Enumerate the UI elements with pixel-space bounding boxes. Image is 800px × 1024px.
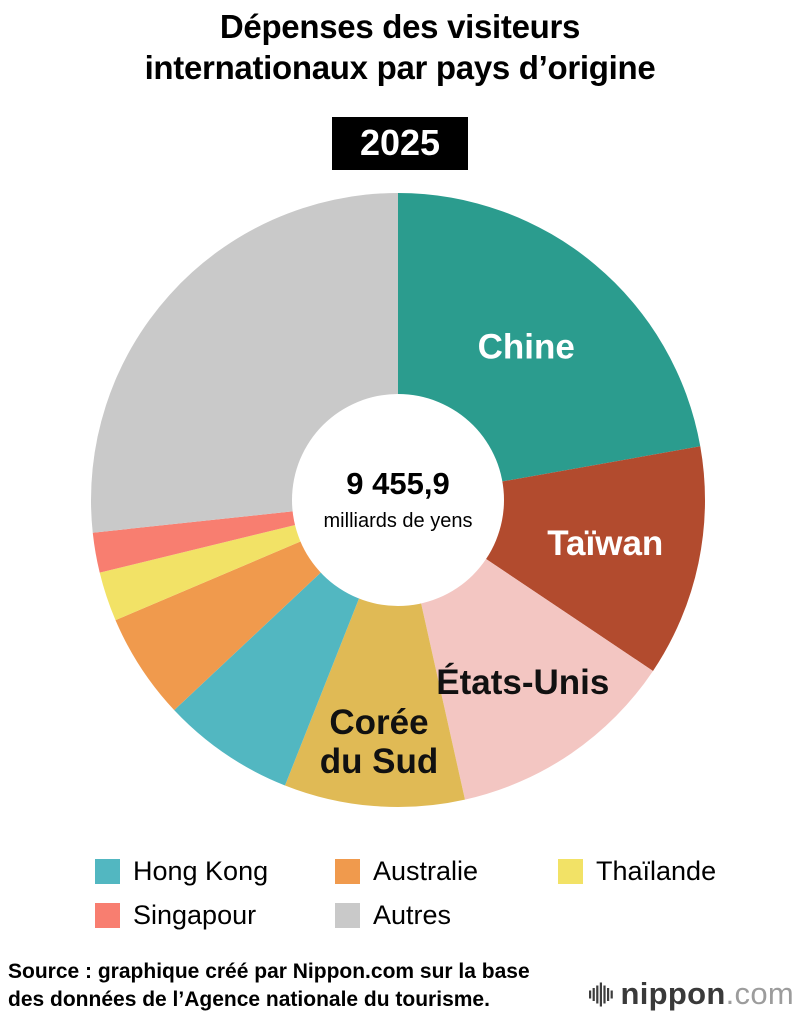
donut-hole bbox=[292, 394, 504, 606]
source-note: Source : graphique créé par Nippon.com s… bbox=[8, 958, 530, 1015]
legend-item: Thaïlande bbox=[558, 856, 755, 887]
nippon-logo: nippon.com bbox=[588, 976, 794, 1012]
legend-label: Autres bbox=[373, 900, 452, 930]
center-total-unit: milliards de yens bbox=[324, 510, 473, 532]
slice-label: États-Unis bbox=[436, 662, 609, 702]
legend-label: Hong Kong bbox=[133, 856, 269, 886]
legend-label: Australie bbox=[373, 856, 479, 886]
legend-label: Thaïlande bbox=[596, 856, 717, 886]
slice-label: Chine bbox=[478, 328, 575, 367]
logo-name: nippon bbox=[620, 976, 726, 1011]
title-line-2: internationaux par pays d’origine bbox=[144, 49, 656, 87]
pie-slice-corée-du-sud bbox=[284, 500, 465, 808]
source-line-2: des données de l’Agence nationale du tou… bbox=[8, 988, 490, 1012]
pie-slice-chine bbox=[398, 193, 701, 500]
slice-label: Taïwan bbox=[547, 524, 663, 563]
chart-legend: Hong Kong Australie Thaïlande Singapour Autr… bbox=[95, 856, 755, 931]
page-title: Dépenses des visiteurs internationaux pa… bbox=[0, 6, 800, 89]
nippon-logo-icon bbox=[588, 982, 613, 1006]
source-line-1: Source : graphique créé par Nippon.com s… bbox=[8, 960, 530, 983]
legend-swatch bbox=[95, 859, 120, 884]
slice-label: Corée bbox=[329, 703, 428, 742]
legend-swatch bbox=[335, 903, 360, 928]
year-badge: 2025 bbox=[331, 117, 469, 170]
year-badge-wrap: 2025 bbox=[0, 117, 800, 170]
title-line-1: Dépenses des visiteurs bbox=[219, 8, 581, 45]
legend-item: Singapour bbox=[95, 900, 335, 931]
legend-item: Australie bbox=[335, 856, 558, 887]
logo-tld: .com bbox=[725, 976, 794, 1011]
center-total-value: 9 455,9 bbox=[346, 466, 449, 501]
legend-item: Autres bbox=[335, 900, 558, 931]
legend-swatch bbox=[95, 903, 120, 928]
footer: Source : graphique créé par Nippon.com s… bbox=[0, 954, 800, 1024]
legend-swatch bbox=[335, 859, 360, 884]
legend-label: Singapour bbox=[133, 900, 257, 930]
nippon-logo-text: nippon.com bbox=[621, 976, 794, 1012]
slice-label: du Sud bbox=[320, 742, 439, 781]
legend-swatch bbox=[558, 859, 583, 884]
legend-item: Hong Kong bbox=[95, 856, 335, 887]
